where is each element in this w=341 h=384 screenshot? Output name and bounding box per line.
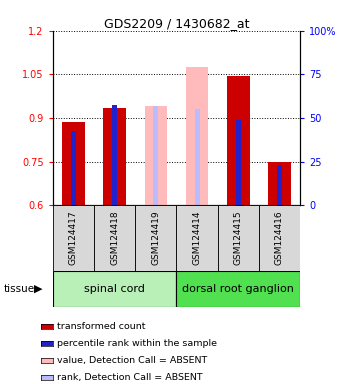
Bar — [218, 205, 259, 271]
Bar — [53, 271, 177, 307]
Text: value, Detection Call = ABSENT: value, Detection Call = ABSENT — [57, 356, 208, 365]
Text: ▶: ▶ — [34, 284, 43, 294]
Text: dorsal root ganglion: dorsal root ganglion — [182, 284, 294, 294]
Bar — [186, 67, 208, 205]
Bar — [195, 109, 199, 205]
Text: GSM124417: GSM124417 — [69, 211, 78, 265]
Bar — [53, 205, 94, 271]
Text: tissue: tissue — [3, 284, 34, 294]
Text: transformed count: transformed count — [57, 322, 146, 331]
Bar — [62, 122, 85, 205]
Text: spinal cord: spinal cord — [84, 284, 145, 294]
Bar — [94, 205, 135, 271]
Bar — [259, 205, 300, 271]
Bar — [177, 205, 218, 271]
Text: GSM124414: GSM124414 — [193, 211, 202, 265]
Text: GSM124415: GSM124415 — [234, 211, 243, 265]
Bar — [277, 165, 282, 205]
Bar — [177, 271, 300, 307]
Bar — [236, 119, 241, 205]
Bar — [103, 108, 126, 205]
Text: GSM124416: GSM124416 — [275, 211, 284, 265]
Bar — [153, 106, 158, 205]
Bar — [268, 162, 291, 205]
Text: percentile rank within the sample: percentile rank within the sample — [57, 339, 217, 348]
Bar — [227, 76, 250, 205]
Text: GSM124419: GSM124419 — [151, 211, 160, 265]
Bar — [145, 106, 167, 205]
Text: GSM124418: GSM124418 — [110, 211, 119, 265]
Bar — [71, 131, 76, 205]
Title: GDS2209 / 1430682_at: GDS2209 / 1430682_at — [104, 17, 249, 30]
Bar — [112, 105, 117, 205]
Bar — [135, 205, 177, 271]
Text: rank, Detection Call = ABSENT: rank, Detection Call = ABSENT — [57, 373, 203, 382]
